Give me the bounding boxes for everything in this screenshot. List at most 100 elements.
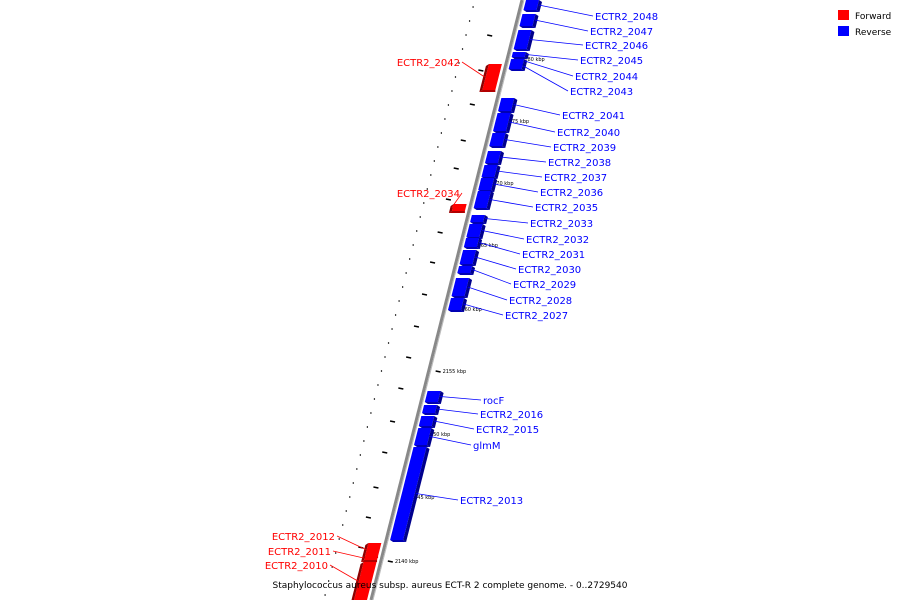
gene-label-leader — [481, 230, 525, 240]
gene-label-ECTR2_2044[interactable]: ECTR2_2044 — [575, 72, 638, 83]
forward-gene-ECTR2_2011[interactable] — [361, 556, 379, 562]
gene-label-ECTR2_2034[interactable]: ECTR2_2034 — [397, 189, 460, 200]
gene-label-leader — [430, 436, 472, 446]
gene-label-ECTR2_2047[interactable]: ECTR2_2047 — [590, 27, 653, 38]
gene-label-ECTR2_2011[interactable]: ECTR2_2011 — [268, 547, 331, 558]
reverse-gene-ECTR2_2047[interactable] — [519, 14, 539, 28]
gene-label-ECTR2_2013[interactable]: ECTR2_2013 — [460, 496, 523, 507]
track-dot — [331, 566, 333, 568]
gc-dash — [389, 420, 396, 423]
gene-label-ECTR2_2046[interactable]: ECTR2_2046 — [585, 41, 648, 52]
reverse-gene-ECTR2_2033[interactable] — [470, 215, 488, 224]
gene-label-ECTR2_2041[interactable]: ECTR2_2041 — [562, 111, 625, 122]
reverse-gene-ECTR2_2036[interactable] — [478, 178, 498, 192]
reverse-gene-ECTR2_2038[interactable] — [484, 151, 504, 165]
reverse-gene-ECTR2_2032[interactable] — [466, 224, 486, 239]
forward-gene-ECTR2_2012[interactable] — [362, 543, 382, 558]
reverse-gene-ECTR2_2037[interactable] — [481, 165, 501, 179]
gene-label-ECTR2_2035[interactable]: ECTR2_2035 — [535, 203, 598, 214]
outer-dot-track — [324, 6, 474, 596]
reverse-gene-ECTR2_2030[interactable] — [459, 250, 480, 266]
reverse-gene-glmM[interactable] — [414, 428, 435, 447]
gene-label-ECTR2_2029[interactable]: ECTR2_2029 — [513, 280, 576, 291]
scale-ticks: 2140 kbp 2145 kbp 2150 kbp 2155 kbp 2160 kbp… — [387, 57, 545, 565]
gene-label-ECTR2_2039[interactable]: ECTR2_2039 — [553, 143, 616, 154]
legend: Forward Reverse — [838, 10, 892, 38]
reverse-gene-ECTR2_2013[interactable] — [390, 447, 430, 542]
gene-label-ECTR2_2040[interactable]: ECTR2_2040 — [557, 128, 620, 139]
track-dot — [377, 384, 379, 386]
gene-label-ECTR2_2045[interactable]: ECTR2_2045 — [580, 56, 643, 67]
track-dot — [451, 90, 453, 92]
gene-label-leader — [332, 550, 364, 559]
gene-label-leader — [461, 61, 485, 78]
track-dot — [324, 594, 326, 596]
reverse-gene-ECTR2_2016[interactable] — [422, 405, 441, 415]
gene-label-leader — [433, 420, 475, 430]
reverse-gene-ECTR2_2031[interactable] — [463, 238, 483, 249]
gene-label-leader — [504, 139, 552, 148]
reverse-gene-ECTR2_2046[interactable] — [513, 30, 535, 51]
track-dot — [328, 580, 330, 582]
gene-label-ECTR2_2015[interactable]: ECTR2_2015 — [476, 425, 539, 436]
scale-tick-label: 2165 kbp — [474, 243, 498, 249]
scale-tick-label: 2150 kbp — [427, 432, 451, 438]
gc-dash — [429, 261, 436, 264]
gene-label-ECTR2_2027[interactable]: ECTR2_2027 — [505, 311, 568, 322]
reverse-gene-ECTR2_2045[interactable] — [511, 52, 529, 59]
gene-label-ECTR2_2028[interactable]: ECTR2_2028 — [509, 296, 572, 307]
gene-label-leader — [451, 192, 463, 208]
gene-label-leader — [329, 564, 358, 582]
track-dot — [373, 398, 376, 400]
track-dot — [335, 552, 337, 554]
reverse-gene-ECTR2_2041[interactable] — [498, 98, 518, 113]
gene-label-ECTR2_2037[interactable]: ECTR2_2037 — [544, 173, 607, 184]
gc-dash — [445, 198, 452, 201]
reverse-gene-ECTR2_2040[interactable] — [493, 113, 514, 133]
reverse-gene-rocF[interactable] — [424, 391, 444, 404]
track-dot — [356, 468, 358, 470]
gene-label-ECTR2_2036[interactable]: ECTR2_2036 — [540, 188, 603, 199]
gene-label-ECTR2_2042[interactable]: ECTR2_2042 — [397, 58, 460, 69]
reverse-gene-ECTR2_2039[interactable] — [489, 133, 509, 148]
gc-dash — [413, 325, 420, 328]
gene-label-rocF[interactable]: rocF — [483, 396, 505, 407]
track-dot — [402, 286, 404, 288]
reverse-gene-ECTR2_2029[interactable] — [457, 266, 476, 275]
gene-label-ECTR2_2012[interactable]: ECTR2_2012 — [272, 532, 335, 543]
gene-label-ECTR2_2010[interactable]: ECTR2_2010 — [265, 561, 328, 572]
legend-forward-label: Forward — [855, 12, 891, 22]
gene-label-leader — [524, 60, 574, 77]
track-dot — [363, 440, 365, 442]
gene-label-ECTR2_2043[interactable]: ECTR2_2043 — [570, 87, 633, 98]
gene-label-leader — [437, 408, 479, 415]
gc-dash — [398, 387, 404, 390]
gc-dash — [373, 486, 379, 489]
gene-label-ECTR2_2032[interactable]: ECTR2_2032 — [526, 235, 589, 246]
gene-label-leader — [472, 269, 512, 285]
track-dot — [338, 538, 340, 540]
reverse-gene-ECTR2_2035[interactable] — [473, 191, 494, 210]
gene-label-leader — [463, 303, 504, 316]
gene-label-ECTR2_2038[interactable]: ECTR2_2038 — [548, 158, 611, 169]
gene-label-glmM[interactable]: glmM — [473, 441, 501, 452]
track-dot — [423, 202, 425, 204]
reverse-gene-ECTR2_2043[interactable] — [508, 63, 527, 71]
forward-gene-ECTR2_2042[interactable] — [479, 64, 502, 92]
reverse-gene-ECTR2_2027[interactable] — [447, 298, 468, 312]
gene-label-leader — [493, 183, 539, 193]
forward-gene-ECTR2_2034[interactable] — [448, 204, 467, 213]
gene-label-ECTR2_2031[interactable]: ECTR2_2031 — [522, 250, 585, 261]
reverse-gene-ECTR2_2028[interactable] — [451, 278, 473, 298]
gene-label-ECTR2_2048[interactable]: ECTR2_2048 — [595, 12, 658, 23]
track-dot — [405, 272, 407, 274]
track-dot — [447, 104, 450, 106]
reverse-gene-ECTR2_2048[interactable] — [523, 0, 542, 12]
gene-label-ECTR2_2016[interactable]: ECTR2_2016 — [480, 410, 543, 421]
scale-tick-label: 2170 kbp — [490, 181, 514, 187]
gene-label-ECTR2_2030[interactable]: ECTR2_2030 — [518, 265, 581, 276]
track-dot — [465, 34, 467, 36]
reverse-gene-ECTR2_2015[interactable] — [418, 416, 438, 428]
gene-label-ECTR2_2033[interactable]: ECTR2_2033 — [530, 219, 593, 230]
